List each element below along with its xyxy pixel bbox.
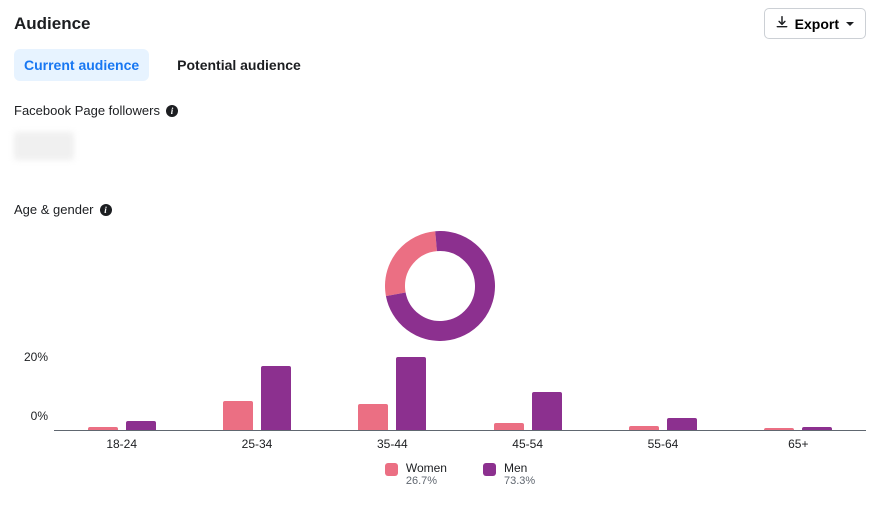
bar-group bbox=[460, 351, 595, 430]
legend-pct: 73.3% bbox=[504, 475, 535, 487]
tab-current-audience[interactable]: Current audience bbox=[14, 49, 149, 81]
bar-men bbox=[802, 427, 832, 430]
bar-men bbox=[532, 392, 562, 430]
gender-donut-chart bbox=[385, 231, 495, 341]
age-gender-label: Age & gender bbox=[14, 202, 94, 217]
info-icon[interactable]: i bbox=[100, 204, 112, 216]
legend-swatch bbox=[385, 463, 398, 476]
info-icon[interactable]: i bbox=[166, 105, 178, 117]
tab-potential-audience[interactable]: Potential audience bbox=[167, 49, 311, 81]
bar-women bbox=[764, 428, 794, 430]
bar-women bbox=[88, 427, 118, 430]
y-axis-label: 20% bbox=[24, 350, 48, 364]
legend-pct: 26.7% bbox=[406, 475, 447, 487]
caret-down-icon bbox=[845, 16, 855, 32]
x-axis-label: 25-34 bbox=[189, 437, 324, 451]
bar-men bbox=[126, 421, 156, 430]
download-icon bbox=[775, 15, 789, 32]
page-title: Audience bbox=[14, 14, 91, 34]
bar-women bbox=[494, 423, 524, 430]
legend-item-men: Men73.3% bbox=[483, 461, 535, 487]
bar-men bbox=[667, 418, 697, 430]
x-axis-label: 55-64 bbox=[595, 437, 730, 451]
x-axis-label: 45-54 bbox=[460, 437, 595, 451]
audience-tabs: Current audience Potential audience bbox=[14, 49, 866, 81]
bar-men bbox=[261, 366, 291, 430]
bar-group bbox=[325, 351, 460, 430]
bar-group bbox=[189, 351, 324, 430]
bar-women bbox=[223, 401, 253, 430]
x-axis-label: 18-24 bbox=[54, 437, 189, 451]
y-axis-label: 0% bbox=[31, 409, 48, 423]
age-gender-label-row: Age & gender i bbox=[14, 202, 866, 217]
age-gender-bar-chart: 0% 20% 18-2425-3435-4445-5455-6465+ Women… bbox=[14, 351, 866, 487]
x-axis-label: 65+ bbox=[731, 437, 866, 451]
legend-name: Men bbox=[504, 461, 535, 475]
x-axis-label: 35-44 bbox=[325, 437, 460, 451]
legend-swatch bbox=[483, 463, 496, 476]
export-button[interactable]: Export bbox=[764, 8, 866, 39]
bar-group bbox=[731, 351, 866, 430]
followers-label: Facebook Page followers bbox=[14, 103, 160, 118]
followers-label-row: Facebook Page followers i bbox=[14, 103, 866, 118]
followers-value-redacted bbox=[14, 132, 74, 160]
bar-women bbox=[358, 404, 388, 430]
legend-name: Women bbox=[406, 461, 447, 475]
legend-item-women: Women26.7% bbox=[385, 461, 447, 487]
bar-group bbox=[595, 351, 730, 430]
bar-group bbox=[54, 351, 189, 430]
bar-women bbox=[629, 426, 659, 430]
bar-men bbox=[396, 357, 426, 430]
export-label: Export bbox=[795, 16, 839, 32]
